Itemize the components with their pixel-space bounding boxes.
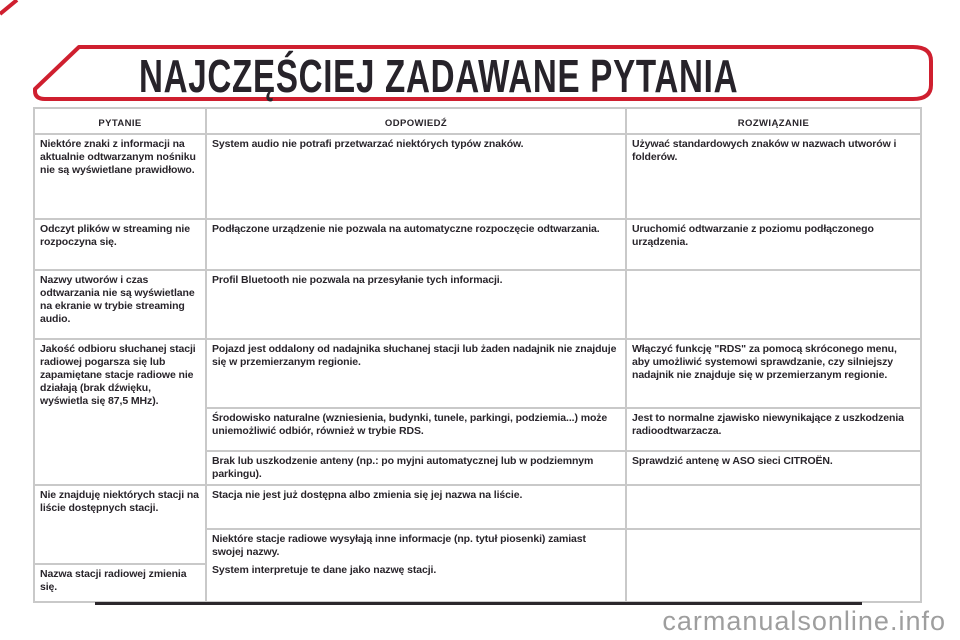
cell-answer-4a: Pojazd jest oddalony od nadajnika słucha…: [205, 338, 627, 409]
cell-answer-1: System audio nie potrafi przetwarzać nie…: [205, 133, 627, 220]
corner-stripe-icon: [0, 0, 19, 16]
cell-solution-4b: Jest to normalne zjawisko niewynikające …: [625, 407, 922, 452]
cell-answer-6-line2: System interpretuje te dane jako nazwę s…: [212, 564, 437, 576]
cell-solution-4c: Sprawdzić antenę w ASO sieci CITROËN.: [625, 450, 922, 486]
cell-question-4: Jakość odbioru słuchanej stacji radiowej…: [33, 338, 207, 486]
page-bottom-rule: [95, 602, 862, 605]
cell-question-2: Odczyt plików w streaming nie rozpoczyna…: [33, 218, 207, 271]
cell-question-3: Nazwy utworów i czas odtwarzania nie są …: [33, 269, 207, 340]
page-title: NAJCZĘŚCIEJ ZADAWANE PYTANIA: [139, 50, 739, 102]
cell-solution-6-empty: [625, 528, 922, 603]
cell-question-6: Nazwa stacji radiowej zmienia się.: [33, 563, 207, 603]
cell-question-5: Nie znajduję niektórych stacji na liście…: [33, 484, 207, 565]
cell-solution-2: Uruchomić odtwarzanie z poziomu podłączo…: [625, 218, 922, 271]
cell-answer-6-line1: Niektóre stacje radiowe wysyłają inne in…: [212, 533, 586, 558]
cell-answer-4b: Środowisko naturalne (wzniesienia, budyn…: [205, 407, 627, 452]
cell-solution-5-empty: [625, 484, 922, 530]
cell-solution-4a: Włączyć funkcję "RDS" za pomocą skrócone…: [625, 338, 922, 409]
cell-answer-4c: Brak lub uszkodzenie anteny (np.: po myj…: [205, 450, 627, 486]
watermark: carmanualsonline.info: [662, 606, 946, 636]
cell-answer-5: Stacja nie jest już dostępna albo zmieni…: [205, 484, 627, 530]
table-header-solution: ROZWIĄZANIE: [625, 107, 922, 135]
cell-answer-2: Podłączone urządzenie nie pozwala na aut…: [205, 218, 627, 271]
cell-question-1: Niektóre znaki z informacji na aktualnie…: [33, 133, 207, 220]
cell-solution-1: Używać standardowych znaków w nazwach ut…: [625, 133, 922, 220]
cell-answer-6: Niektóre stacje radiowe wysyłają inne in…: [205, 528, 627, 603]
cell-answer-3: Profil Bluetooth nie pozwala na przesyła…: [205, 269, 627, 340]
table-header-question: PYTANIE: [33, 107, 207, 135]
table-header-answer: ODPOWIEDŹ: [205, 107, 627, 135]
cell-solution-3-empty: [625, 269, 922, 340]
